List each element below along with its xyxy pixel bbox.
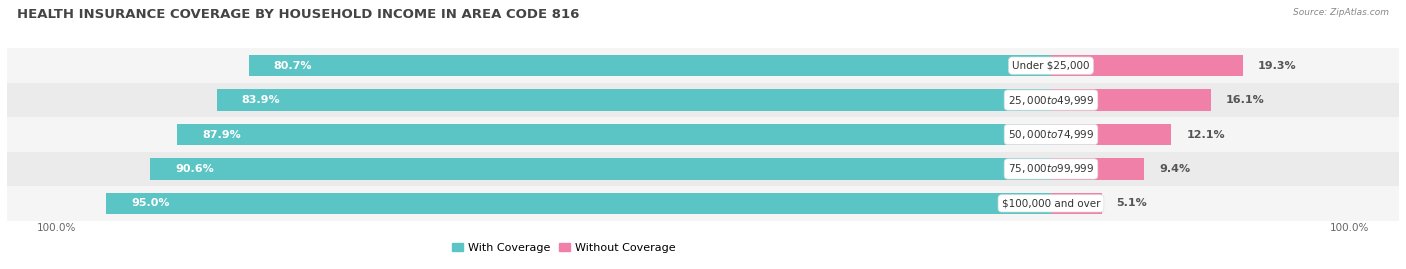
Text: 95.0%: 95.0% [131, 198, 170, 208]
Bar [1050, 158, 1144, 180]
Bar [1050, 55, 1243, 76]
Bar [1050, 193, 1102, 214]
Bar [1050, 124, 1171, 145]
Text: 90.6%: 90.6% [176, 164, 214, 174]
Text: 19.3%: 19.3% [1258, 61, 1296, 71]
Bar [7, 152, 1399, 186]
Bar [1050, 89, 1211, 111]
Legend: With Coverage, Without Coverage: With Coverage, Without Coverage [453, 243, 675, 253]
Text: $100,000 and over: $100,000 and over [1001, 198, 1101, 208]
Text: 80.7%: 80.7% [274, 61, 312, 71]
Text: 5.1%: 5.1% [1116, 198, 1147, 208]
Text: $25,000 to $49,999: $25,000 to $49,999 [1008, 94, 1094, 107]
Text: HEALTH INSURANCE COVERAGE BY HOUSEHOLD INCOME IN AREA CODE 816: HEALTH INSURANCE COVERAGE BY HOUSEHOLD I… [17, 8, 579, 21]
Text: 9.4%: 9.4% [1160, 164, 1191, 174]
Text: Source: ZipAtlas.com: Source: ZipAtlas.com [1294, 8, 1389, 17]
Bar [217, 89, 1050, 111]
Bar [177, 124, 1050, 145]
Text: $75,000 to $99,999: $75,000 to $99,999 [1008, 162, 1094, 175]
Text: 16.1%: 16.1% [1226, 95, 1265, 105]
Bar [7, 186, 1399, 221]
Text: $50,000 to $74,999: $50,000 to $74,999 [1008, 128, 1094, 141]
Bar [7, 83, 1399, 117]
Text: Under $25,000: Under $25,000 [1012, 61, 1090, 71]
Bar [107, 193, 1050, 214]
Bar [7, 117, 1399, 152]
Text: 12.1%: 12.1% [1187, 129, 1225, 140]
Bar [150, 158, 1050, 180]
Bar [249, 55, 1050, 76]
Text: 83.9%: 83.9% [242, 95, 280, 105]
Text: 87.9%: 87.9% [202, 129, 240, 140]
Bar [7, 48, 1399, 83]
